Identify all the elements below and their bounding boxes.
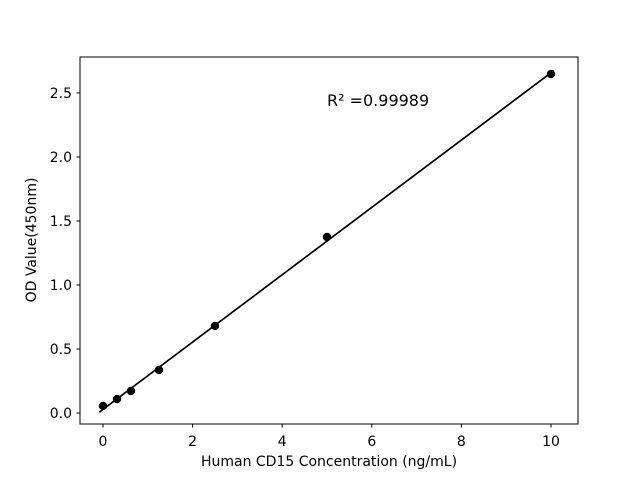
data-series (98, 69, 556, 413)
x-tick-label: 2 (188, 434, 197, 450)
y-tick-label: 1.0 (50, 278, 72, 294)
y-tick-label: 2.0 (50, 150, 72, 166)
fit-line (98, 70, 555, 413)
x-tick-label: 4 (278, 434, 287, 450)
data-point (546, 69, 556, 79)
x-axis-label: Human CD15 Concentration (ng/mL) (201, 454, 457, 470)
data-point (126, 386, 136, 396)
data-point (210, 321, 220, 331)
data-point (112, 394, 122, 404)
x-tick-label: 10 (542, 434, 560, 450)
data-point (98, 401, 108, 411)
plot-area-border (79, 56, 579, 425)
x-tick-label: 8 (457, 434, 466, 450)
y-tick-label: 0.0 (50, 406, 72, 422)
y-axis-label: OD Value(450nm) (24, 178, 40, 303)
data-point (154, 365, 164, 375)
x-tick-label: 6 (367, 434, 376, 450)
x-tick-label: 0 (99, 434, 108, 450)
axis-ticks: 0 2 4 6 8 10 0.0 0.5 1.0 1.5 2.0 2.5 (50, 86, 560, 450)
data-point (322, 232, 332, 242)
y-tick-label: 1.5 (50, 214, 72, 230)
y-tick-label: 2.5 (50, 86, 72, 102)
y-tick-label: 0.5 (50, 342, 72, 358)
r-squared-annotation: R² =0.99989 (327, 91, 429, 110)
